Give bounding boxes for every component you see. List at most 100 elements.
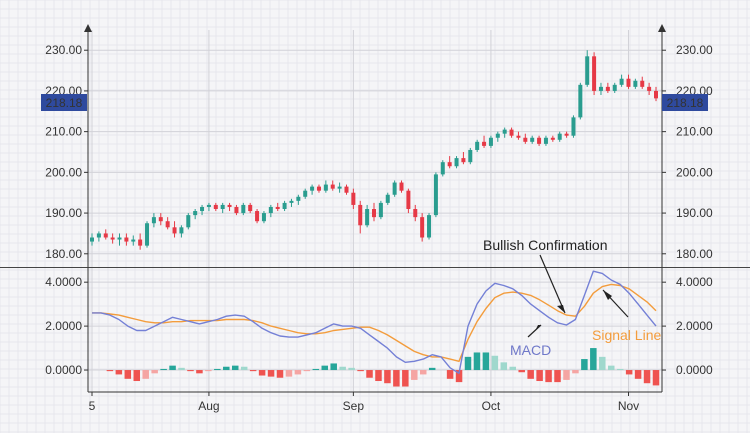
histogram-bar xyxy=(348,367,355,371)
x-tick-label: Nov xyxy=(618,399,639,413)
macd-axis-left: 4.0000 2.0000 0.0000 xyxy=(45,275,88,377)
price-badge-left: 218.18 xyxy=(46,96,83,110)
candle-body xyxy=(647,86,652,91)
candle-body xyxy=(200,206,205,212)
macd-tick-label: 2.0000 xyxy=(45,319,82,333)
candle-body xyxy=(468,149,473,163)
histogram-bar xyxy=(491,355,499,371)
price-badge-right: 218.18 xyxy=(667,96,704,110)
histogram-bar xyxy=(518,370,525,373)
candle-body xyxy=(103,233,108,238)
annotations: Bullish Confirmation MACD Signal Line xyxy=(483,237,661,358)
macd-histogram xyxy=(106,348,660,387)
histogram-bar xyxy=(536,370,543,382)
candle-body xyxy=(420,217,425,238)
macd-tick-label: 4.0000 xyxy=(45,275,82,289)
histogram-bar xyxy=(607,365,615,371)
histogram-bar xyxy=(402,370,409,387)
histogram-bar xyxy=(446,370,454,379)
histogram-bar xyxy=(151,370,158,374)
histogram-bar xyxy=(178,367,185,371)
histogram-bar xyxy=(625,370,633,375)
histogram-bar xyxy=(312,368,320,371)
candle-body xyxy=(392,182,397,195)
bullish-arrow xyxy=(539,254,566,314)
histogram-bar xyxy=(366,370,373,378)
candle-body xyxy=(96,233,101,238)
histogram-bar xyxy=(393,370,400,387)
price-badges: 218.18 218.18 xyxy=(41,94,708,111)
candle-body xyxy=(585,56,590,85)
candle-body xyxy=(516,135,521,138)
macd-lines xyxy=(92,270,657,374)
histogram-bar xyxy=(240,366,248,371)
candle-body xyxy=(275,206,280,209)
candle-body xyxy=(220,204,225,209)
candle-body xyxy=(330,184,335,189)
histogram-bar xyxy=(473,352,481,371)
candle-body xyxy=(475,141,480,150)
bullish-confirmation-label: Bullish Confirmation xyxy=(483,237,608,253)
candle-body xyxy=(592,56,597,91)
histogram-bar xyxy=(231,365,239,371)
price-tick-label: 180.00 xyxy=(676,247,713,261)
histogram-bar xyxy=(384,370,391,384)
histogram-bar xyxy=(563,370,570,380)
candle-body xyxy=(557,133,562,140)
candles xyxy=(90,50,658,250)
macd-tick-label: 4.0000 xyxy=(676,275,713,289)
candle-body xyxy=(612,84,617,91)
histogram-bar xyxy=(500,362,508,371)
histogram-bar xyxy=(267,370,275,377)
candle-body xyxy=(543,137,548,144)
histogram-bar xyxy=(652,370,660,386)
candle-body xyxy=(145,223,150,246)
candle-body xyxy=(227,204,232,207)
histogram-bar xyxy=(339,366,346,371)
histogram-bar xyxy=(321,365,329,371)
histogram-bar xyxy=(572,370,579,374)
price-tick-label: 230.00 xyxy=(45,43,82,57)
histogram-bar xyxy=(590,348,597,371)
histogram-bar xyxy=(599,356,606,371)
x-tick-label: 5 xyxy=(89,399,96,413)
candle-body xyxy=(117,237,122,240)
candle-body xyxy=(255,211,260,222)
candle-body xyxy=(654,90,658,99)
candle-body xyxy=(131,239,136,242)
x-tick-label: Oct xyxy=(482,399,501,413)
histogram-bar xyxy=(258,370,266,376)
histogram-bar xyxy=(455,370,463,383)
price-tick-label: 230.00 xyxy=(676,43,713,57)
histogram-bar xyxy=(428,367,436,371)
axis-arrow xyxy=(658,24,666,32)
candle-body xyxy=(447,162,452,167)
histogram-bar xyxy=(616,368,624,371)
candle-body xyxy=(626,78,631,87)
candle-body xyxy=(316,186,321,191)
signal-arrowhead xyxy=(603,290,612,300)
candle-body xyxy=(454,158,459,167)
candle-body xyxy=(351,192,356,205)
price-tick-label: 200.00 xyxy=(45,165,82,179)
histogram-bar xyxy=(581,359,588,371)
candle-body xyxy=(406,190,411,209)
macd-tick-label: 0.0000 xyxy=(676,363,713,377)
candle-body xyxy=(151,217,156,224)
candle-body xyxy=(488,137,493,146)
candle-body xyxy=(213,204,218,209)
histogram-bar xyxy=(169,365,176,371)
candle-body xyxy=(523,137,528,142)
price-badge-right-bg xyxy=(662,94,708,111)
histogram-bar xyxy=(276,370,284,378)
price-tick-label: 190.00 xyxy=(676,206,713,220)
candle-body xyxy=(413,209,418,218)
candle-body xyxy=(241,204,246,214)
candle-body xyxy=(310,186,315,191)
candle-body xyxy=(378,202,383,218)
candle-body xyxy=(427,215,432,238)
candle-body xyxy=(571,117,576,136)
histogram-bar xyxy=(303,370,311,372)
price-tick-label: 200.00 xyxy=(676,165,713,179)
